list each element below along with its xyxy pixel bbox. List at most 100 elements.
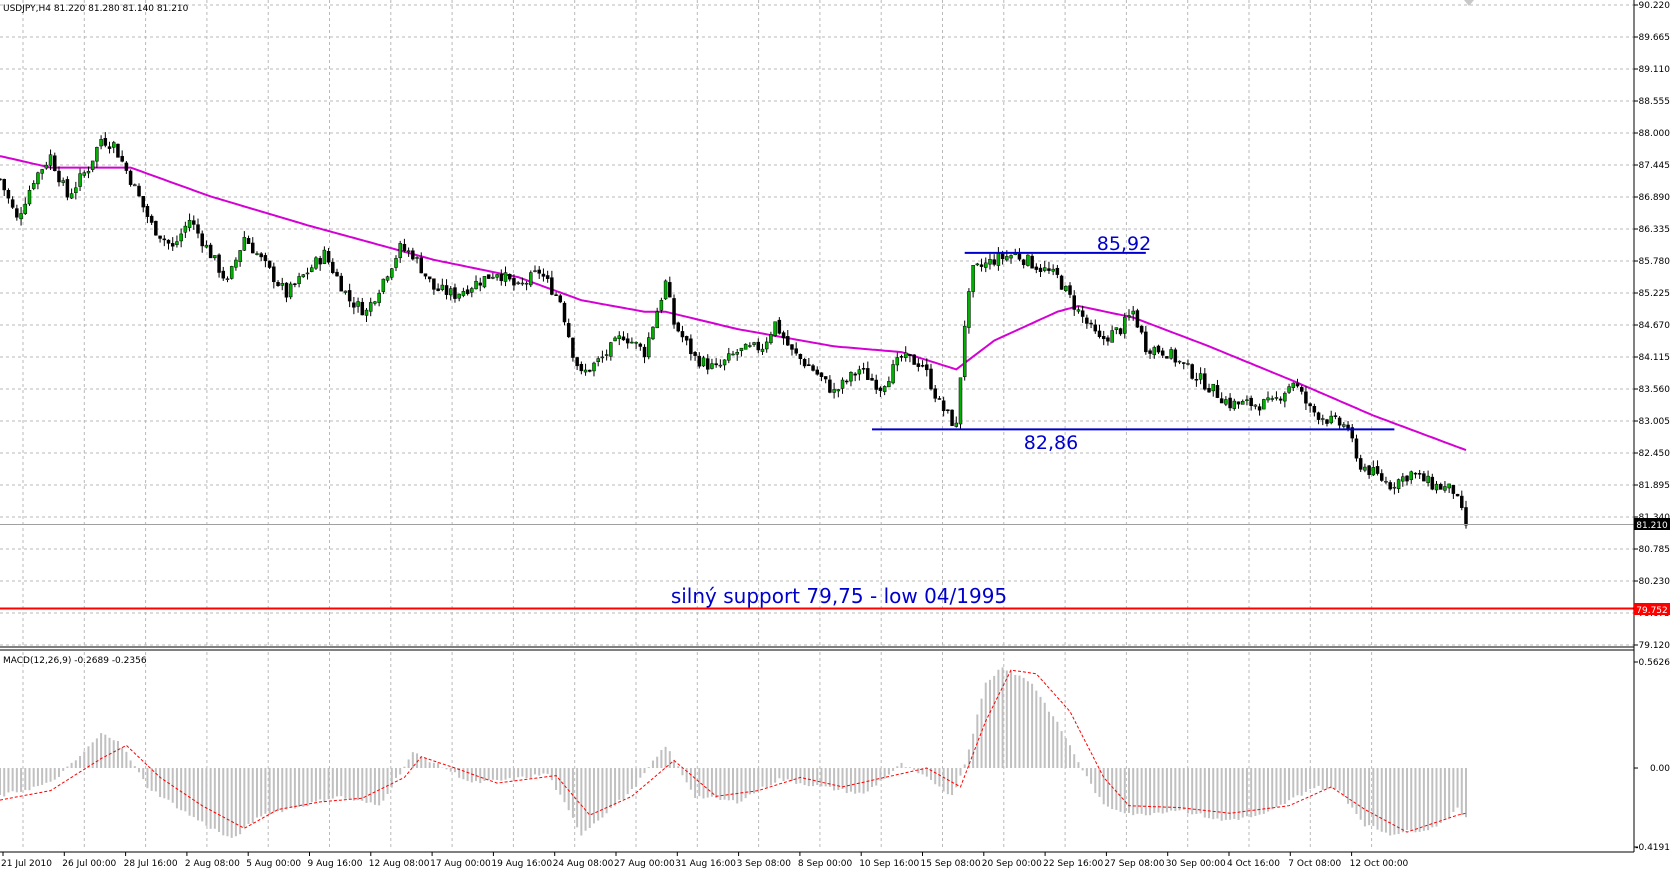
macd-pane[interactable]: MACD(12,26,9) -0.2689 -0.2356 bbox=[0, 656, 1467, 838]
candle bbox=[832, 382, 836, 399]
candle bbox=[823, 376, 828, 384]
macd-histogram bbox=[0, 667, 1467, 838]
price-tick-label: 83.005 bbox=[1639, 417, 1671, 427]
candle bbox=[305, 267, 310, 280]
candle bbox=[1190, 363, 1194, 380]
candle bbox=[0, 178, 2, 181]
candle bbox=[507, 273, 512, 282]
price-tick-label: 87.445 bbox=[1639, 161, 1671, 171]
candle bbox=[769, 331, 773, 345]
candle bbox=[398, 240, 402, 263]
candle bbox=[40, 168, 44, 180]
candle bbox=[1316, 411, 1321, 425]
candle bbox=[554, 292, 558, 296]
candle bbox=[326, 247, 331, 265]
candle bbox=[764, 337, 769, 353]
candle bbox=[465, 285, 470, 296]
candle bbox=[575, 356, 579, 370]
candle bbox=[988, 253, 992, 270]
candle bbox=[684, 335, 689, 346]
candle bbox=[217, 253, 221, 278]
candle bbox=[242, 231, 247, 252]
candle bbox=[15, 204, 19, 221]
price-tick-label: 82.450 bbox=[1639, 449, 1671, 459]
candle bbox=[82, 170, 87, 178]
candle bbox=[373, 300, 377, 306]
candle bbox=[470, 286, 474, 298]
candle bbox=[352, 296, 356, 315]
macd-axis[interactable]: 0.5626 0.00 -0.4191 bbox=[1634, 658, 1670, 853]
candle bbox=[90, 160, 95, 173]
time-tick-label: 27 Sep 08:00 bbox=[1104, 859, 1164, 869]
candle bbox=[621, 331, 626, 341]
candle bbox=[1405, 475, 1409, 486]
candle bbox=[967, 288, 971, 334]
candle bbox=[571, 337, 575, 362]
candle bbox=[288, 281, 293, 300]
candle bbox=[1135, 308, 1140, 328]
candle bbox=[27, 185, 32, 206]
current-price-tag: 81.210 bbox=[1634, 518, 1670, 531]
candle bbox=[1308, 402, 1312, 413]
price-pane[interactable]: USDJPY,H4 81.220 81.280 81.140 81.210 85… bbox=[0, 0, 1634, 850]
candle bbox=[1203, 368, 1207, 391]
candle bbox=[229, 265, 234, 280]
candle bbox=[748, 342, 752, 348]
current-price-value: 81.210 bbox=[1636, 521, 1668, 531]
candle bbox=[478, 277, 482, 292]
candle bbox=[760, 343, 765, 355]
candle bbox=[849, 371, 853, 387]
price-tick-label: 80.785 bbox=[1639, 545, 1671, 555]
candle bbox=[630, 337, 634, 344]
candle bbox=[474, 275, 478, 290]
candle bbox=[293, 282, 297, 288]
candle bbox=[280, 277, 284, 291]
candle bbox=[10, 196, 15, 210]
candle bbox=[676, 321, 680, 333]
candle bbox=[343, 290, 348, 295]
candle bbox=[701, 355, 706, 368]
time-axis[interactable]: 21 Jul 2010 26 Jul 00:00 28 Jul 16:00 2 Aug… bbox=[1, 852, 1409, 869]
price-axis[interactable]: 90.220 89.665 89.110 88.555 88.000 87.445 86.8… bbox=[1634, 1, 1670, 651]
candle bbox=[882, 385, 887, 396]
candle bbox=[124, 160, 129, 174]
price-tick-label: 88.555 bbox=[1639, 97, 1671, 107]
candle bbox=[179, 228, 183, 248]
candle bbox=[1392, 482, 1397, 495]
candle bbox=[145, 203, 150, 224]
price-tick-label: 89.110 bbox=[1639, 65, 1671, 75]
scroll-marker-icon[interactable] bbox=[1464, 0, 1474, 6]
time-tick-label: 20 Sep 00:00 bbox=[982, 859, 1042, 869]
candle bbox=[314, 256, 318, 270]
price-levels bbox=[0, 251, 1634, 610]
candle bbox=[318, 255, 322, 271]
candle bbox=[368, 297, 373, 317]
candle bbox=[133, 183, 137, 187]
price-tick-label: 90.220 bbox=[1639, 1, 1671, 11]
candle bbox=[971, 265, 975, 298]
candle bbox=[1430, 473, 1435, 491]
candle bbox=[895, 352, 900, 372]
price-tick-label: 81.895 bbox=[1639, 481, 1671, 491]
strong-support-annotation: silný support 79,75 - low 04/1995 bbox=[671, 584, 1007, 608]
candle bbox=[916, 358, 921, 372]
candle bbox=[44, 161, 49, 170]
candle bbox=[773, 321, 777, 338]
candle bbox=[192, 215, 196, 230]
time-tick-label: 17 Aug 00:00 bbox=[430, 859, 491, 869]
candle bbox=[1371, 460, 1376, 476]
candle bbox=[1211, 383, 1215, 397]
candle bbox=[1367, 464, 1371, 479]
time-tick-label: 12 Aug 08:00 bbox=[369, 859, 430, 869]
candle bbox=[844, 379, 849, 385]
candle bbox=[1123, 312, 1127, 339]
candle bbox=[19, 207, 23, 226]
candle bbox=[61, 177, 65, 187]
candle bbox=[183, 221, 188, 238]
candle bbox=[356, 297, 360, 313]
candle bbox=[31, 180, 36, 191]
time-tick-label: 22 Sep 16:00 bbox=[1043, 859, 1103, 869]
candle bbox=[1144, 325, 1148, 355]
